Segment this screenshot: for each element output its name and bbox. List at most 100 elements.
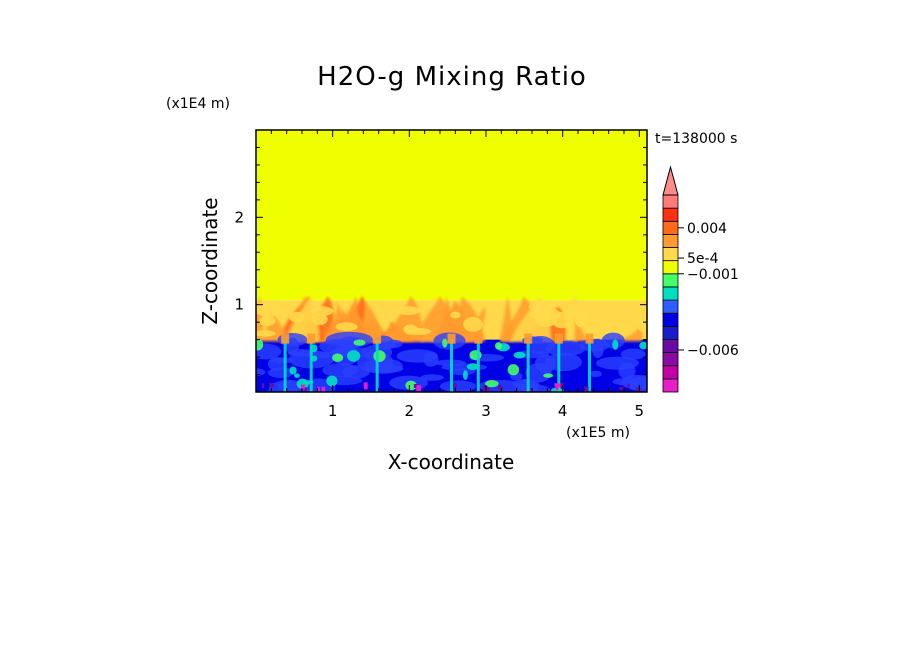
updraft-column xyxy=(375,339,379,392)
colorbar-label: 5e-4 xyxy=(687,251,719,267)
surface-speck xyxy=(304,387,307,392)
boundary-moist-cell xyxy=(294,373,300,378)
boundary-eddy xyxy=(439,380,477,392)
boundary-eddy xyxy=(625,376,647,392)
mixing-wisp xyxy=(463,316,483,332)
updraft-cap xyxy=(447,333,456,344)
mixing-wisp xyxy=(574,309,587,328)
chart-title: H2O-g Mixing Ratio xyxy=(317,62,587,92)
contour-field xyxy=(256,130,647,392)
colorbar-level xyxy=(662,312,679,327)
colorbar-level xyxy=(662,260,679,275)
mixing-wisp xyxy=(450,311,461,319)
x-axis-label: X-coordinate xyxy=(388,450,515,474)
boundary-moist-cell xyxy=(332,353,344,362)
updraft-column xyxy=(450,339,453,392)
colorbar-level xyxy=(662,365,679,380)
mixing-wisp xyxy=(289,311,305,323)
surface-speck xyxy=(584,386,589,392)
x-tick-label: 2 xyxy=(405,402,415,420)
surface-speck xyxy=(321,386,326,392)
surface-speck xyxy=(498,384,502,389)
boundary-moist-cell xyxy=(513,351,526,359)
boundary-eddy xyxy=(256,343,282,360)
colorbar-level xyxy=(662,325,679,340)
colorbar-level xyxy=(662,207,679,222)
x-tick-label: 3 xyxy=(481,402,491,420)
boundary-moist-cell xyxy=(543,373,554,378)
mixing-wisp xyxy=(256,300,283,318)
x-tick-label: 4 xyxy=(558,402,568,420)
boundary-eddy xyxy=(342,365,370,379)
surface-speck xyxy=(269,383,275,387)
boundary-moist-cell xyxy=(494,342,503,350)
boundary-eddy xyxy=(325,331,373,348)
colorbar-label: 0.004 xyxy=(687,221,727,237)
mixing-wisp xyxy=(636,317,647,332)
boundary-eddy xyxy=(618,362,636,380)
mixing-plume xyxy=(574,316,588,342)
updraft-column xyxy=(283,339,287,392)
updraft-cap xyxy=(524,333,533,344)
mixing-wisp xyxy=(395,306,421,316)
colorbar-level xyxy=(662,352,679,367)
boundary-eddy xyxy=(363,358,403,374)
boundary-eddy xyxy=(270,357,294,364)
surface-speck xyxy=(627,383,630,388)
mixing-wisp xyxy=(534,310,558,328)
boundary-moist-cell xyxy=(507,364,520,376)
updraft-column xyxy=(588,339,591,392)
x-axis: 1 2 3 4 5 xyxy=(270,130,645,420)
mixing-wisp xyxy=(335,322,358,332)
colorbar-level xyxy=(662,286,679,301)
x-scale-label: (x1E5 m) xyxy=(566,425,630,441)
boundary-eddy xyxy=(620,348,646,360)
updraft-cap xyxy=(373,333,382,344)
y-tick-label: 2 xyxy=(234,208,244,226)
x-tick-label: 1 xyxy=(328,402,338,420)
y-scale-label: (x1E4 m) xyxy=(166,96,230,112)
boundary-moist-cell xyxy=(612,339,619,350)
updraft-cap xyxy=(474,333,483,344)
colorbar-level xyxy=(662,378,679,393)
updraft-column xyxy=(476,339,480,392)
colorbar-label: −0.001 xyxy=(687,267,739,283)
colorbar-extend-arrow xyxy=(662,165,679,196)
field-layer xyxy=(256,130,647,301)
boundary-moist-cell xyxy=(256,338,264,351)
mixing-wisp xyxy=(407,327,431,336)
boundary-moist-cell xyxy=(326,375,338,387)
updraft-cap xyxy=(307,333,316,344)
surface-speck xyxy=(453,383,457,389)
surface-speck xyxy=(413,384,419,388)
boundary-moist-cell xyxy=(373,350,386,363)
mixing-plume xyxy=(322,308,340,342)
surface-speck xyxy=(316,387,320,392)
colorbar-level xyxy=(662,273,679,288)
time-label: t=138000 s xyxy=(655,131,737,147)
mixing-wisp xyxy=(258,315,276,327)
boundary-eddy xyxy=(423,352,439,367)
updraft-column xyxy=(557,339,561,392)
surface-speck xyxy=(557,383,562,388)
mixing-wisp xyxy=(311,314,328,325)
updraft-cap xyxy=(585,333,594,344)
surface-speck xyxy=(487,387,490,392)
x-tick-label: 5 xyxy=(635,402,645,420)
surface-speck xyxy=(363,382,368,390)
boundary-eddy xyxy=(267,367,294,379)
colorbar-level xyxy=(662,299,679,314)
boundary-eddy xyxy=(589,370,602,378)
surface-speck xyxy=(261,383,265,389)
colorbar-level xyxy=(662,247,679,262)
boundary-moist-cell xyxy=(289,366,297,375)
colorbar-level xyxy=(662,233,679,248)
boundary-eddy xyxy=(544,340,586,357)
boundary-eddy xyxy=(544,352,583,372)
updraft-cap xyxy=(281,333,290,344)
surface-speck xyxy=(300,384,305,390)
colorbar: 0.004 5e-4−0.001 −0.006 xyxy=(662,165,739,393)
y-axis-label: Z-coordinate xyxy=(198,197,222,324)
